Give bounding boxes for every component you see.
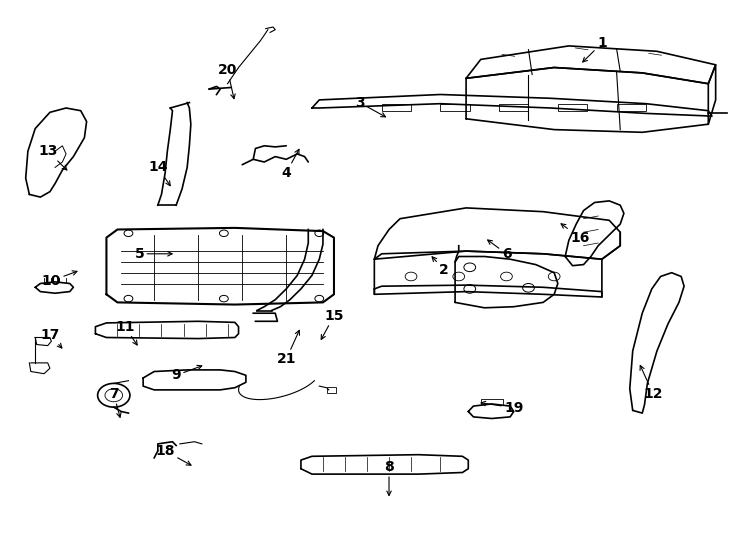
Text: 16: 16	[561, 224, 589, 245]
Bar	[499, 104, 528, 111]
Text: 5: 5	[134, 247, 172, 261]
Text: 11: 11	[115, 320, 137, 345]
Text: 14: 14	[148, 160, 170, 186]
Bar	[558, 104, 587, 111]
Text: 18: 18	[156, 444, 191, 465]
Bar	[440, 104, 470, 111]
Text: 3: 3	[355, 96, 385, 117]
Text: 13: 13	[38, 144, 67, 170]
Text: 6: 6	[487, 240, 512, 261]
Text: 19: 19	[481, 401, 523, 415]
Bar	[617, 104, 646, 111]
Text: 17: 17	[40, 328, 62, 348]
Text: 8: 8	[384, 460, 394, 496]
Text: 12: 12	[640, 366, 663, 401]
Text: 15: 15	[321, 309, 344, 339]
Text: 4: 4	[281, 150, 299, 180]
Text: 1: 1	[583, 36, 607, 62]
Bar	[327, 387, 336, 393]
Text: 20: 20	[218, 63, 237, 99]
Bar	[382, 104, 411, 111]
Text: 7: 7	[109, 387, 121, 417]
Text: 2: 2	[432, 257, 449, 277]
Text: 10: 10	[42, 271, 77, 288]
Text: 21: 21	[277, 330, 299, 366]
Text: 9: 9	[171, 366, 202, 382]
